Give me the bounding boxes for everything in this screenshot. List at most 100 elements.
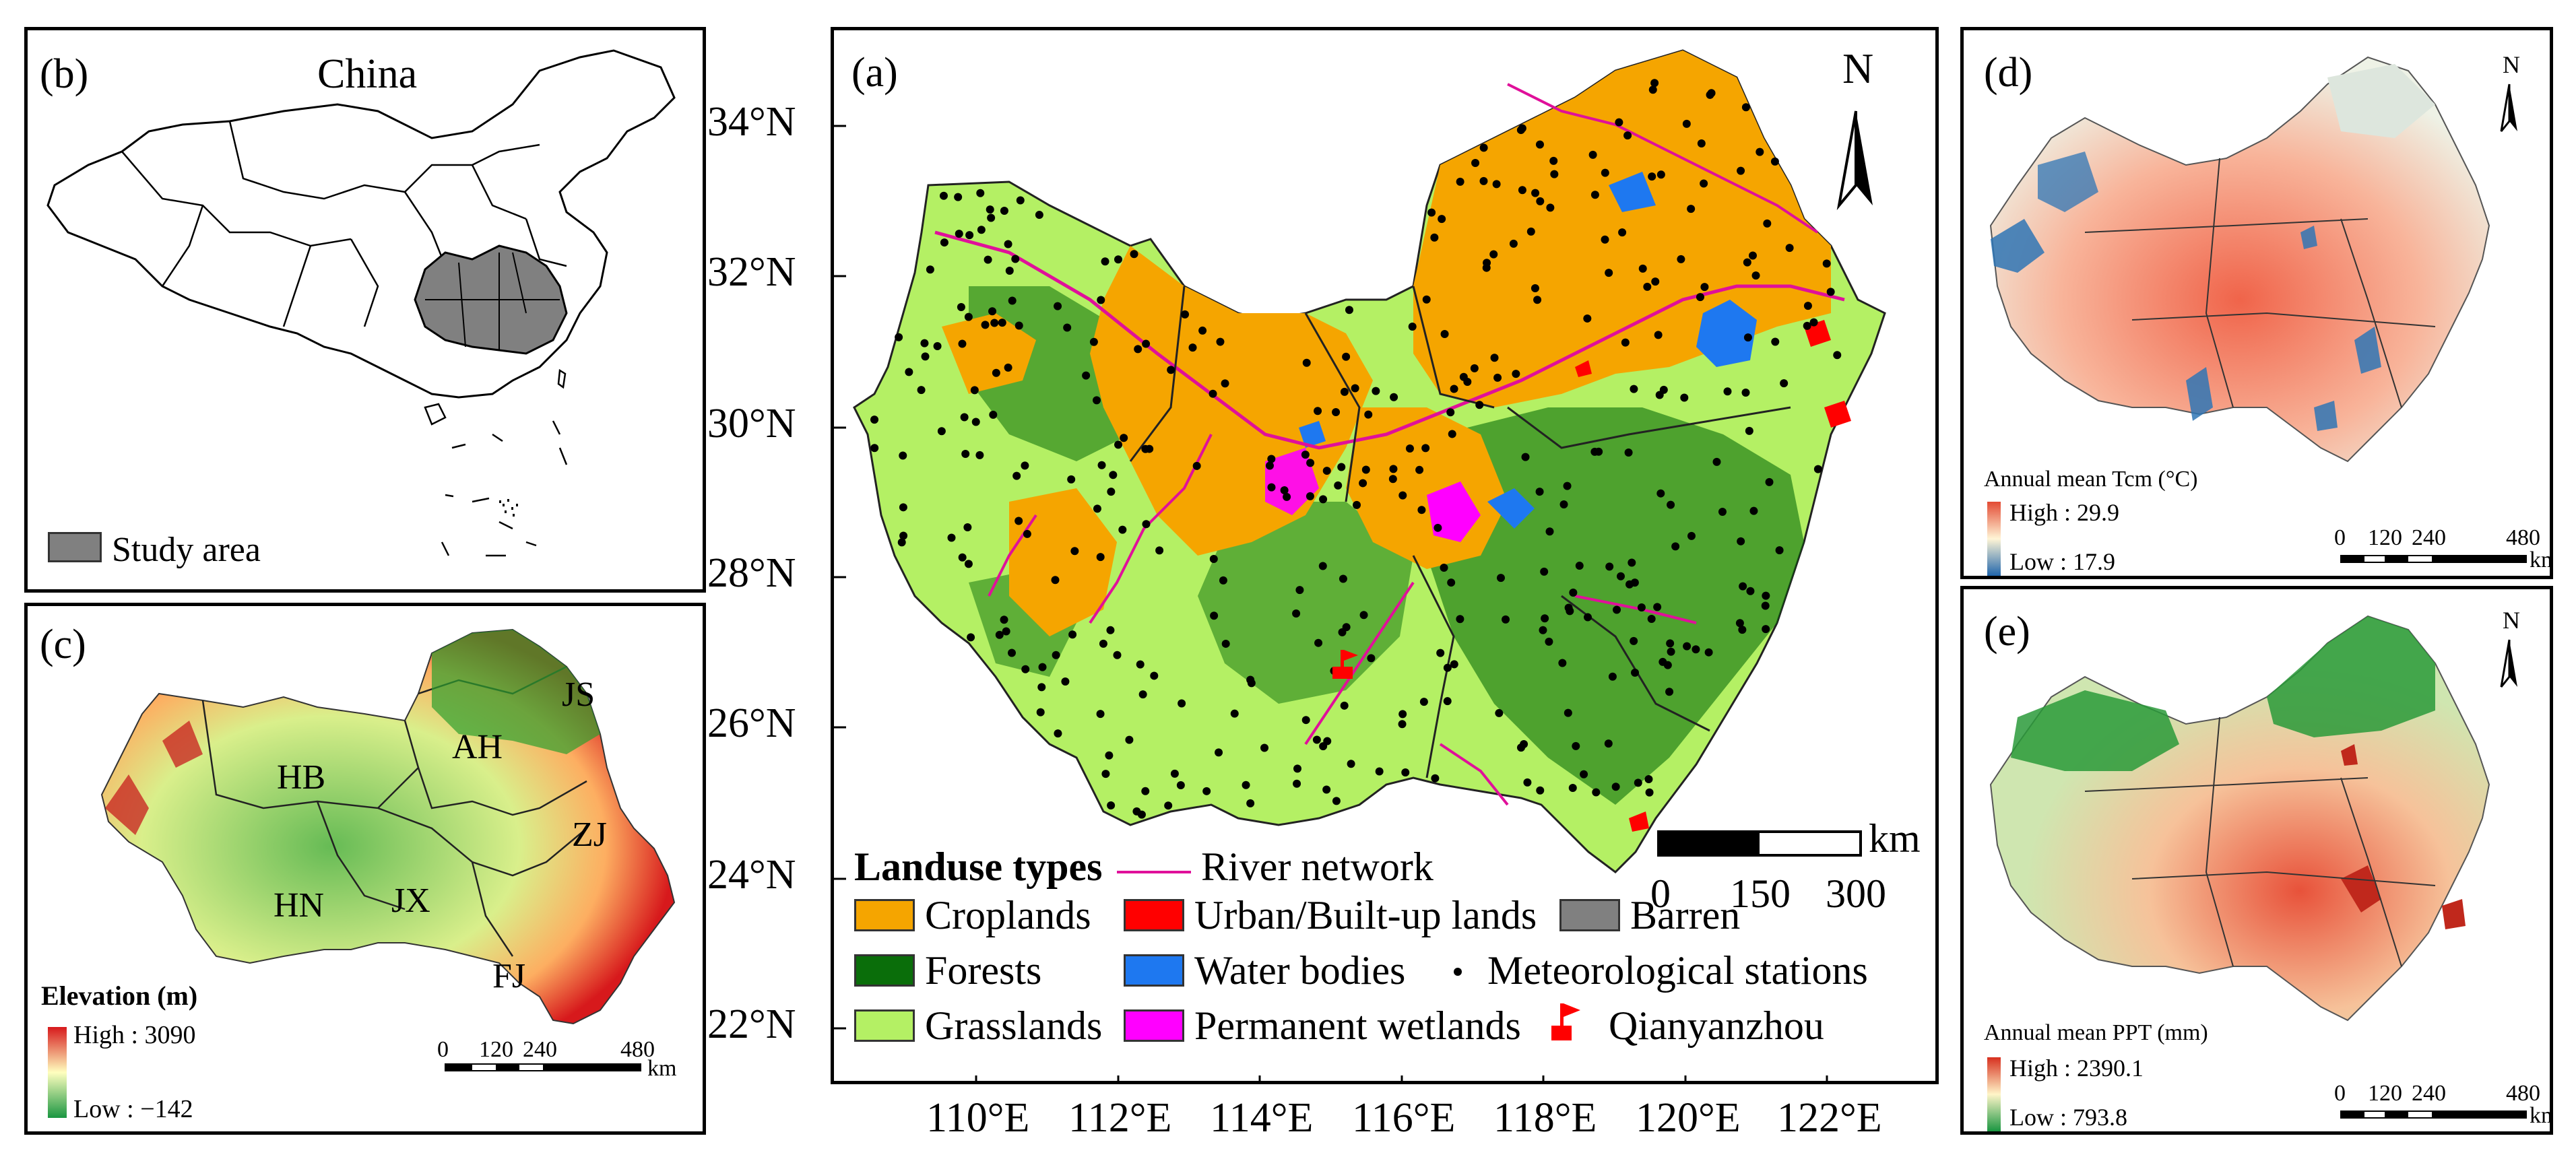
station-dot [1016, 196, 1025, 205]
station-dot [1219, 576, 1227, 585]
north-label-e: N [2503, 607, 2520, 634]
station-dot [1762, 625, 1770, 634]
station-dot [1340, 387, 1349, 396]
station-legend-dot [1454, 968, 1462, 976]
station-dot [1696, 293, 1704, 302]
station-dot [1138, 690, 1147, 699]
station-dot [1082, 371, 1091, 380]
station-dot [1535, 140, 1544, 149]
station-dot [1644, 774, 1653, 783]
station-dot [1813, 465, 1822, 473]
station-dot [1015, 517, 1023, 525]
station-dot [899, 531, 908, 540]
tcm-scale-240: 240 [2412, 525, 2446, 550]
station-dot [899, 503, 907, 512]
station-dot [1448, 430, 1456, 438]
station-dot [1564, 708, 1572, 717]
station-dot [905, 368, 913, 376]
station-dot [998, 319, 1006, 327]
panel-c-label: (c) [40, 622, 86, 667]
station-dot [1496, 574, 1505, 583]
station-dot [1332, 797, 1341, 805]
station-dot [975, 451, 984, 459]
station-dot [1054, 729, 1062, 738]
station-dot [1809, 318, 1818, 327]
lat-tick-34: 34°N [707, 99, 796, 145]
station-dot [1536, 197, 1545, 205]
station-dot [1549, 156, 1558, 165]
station-dot [1683, 642, 1692, 651]
station-dot [1780, 379, 1789, 388]
station-dot [1359, 611, 1368, 620]
station-dot [1421, 444, 1430, 453]
station-dot [1419, 698, 1428, 706]
station-dot [1398, 720, 1407, 729]
station-dot [1125, 735, 1134, 744]
station-dot [1107, 488, 1116, 496]
legend-swatch-wetlands [1124, 1009, 1184, 1042]
station-dot [1301, 716, 1310, 725]
station-dot [1613, 605, 1621, 614]
station-dot [1479, 143, 1488, 152]
station-dot [1431, 774, 1440, 783]
station-dot [988, 307, 997, 316]
station-dot [1398, 710, 1407, 719]
station-dot [1113, 651, 1122, 659]
station-dot [1167, 366, 1176, 374]
station-dot [1826, 288, 1835, 296]
station-dot [1221, 639, 1230, 648]
tcm-legend-title: Annual mean Tcm (°C) [1984, 467, 2198, 492]
station-dot [1563, 482, 1572, 490]
station-dot [1568, 783, 1577, 792]
station-dot [1188, 343, 1197, 352]
station-dot [1134, 345, 1142, 354]
station-dot [1545, 527, 1554, 536]
station-dot [1621, 338, 1630, 347]
station-dot [1068, 630, 1077, 639]
station-dot [1097, 461, 1106, 469]
station-dot [1440, 330, 1449, 339]
north-label-d: N [2503, 51, 2520, 78]
station-dot [1671, 542, 1680, 551]
tcm-scale-unit: km [2530, 548, 2550, 572]
station-dot [1176, 781, 1185, 789]
station-dot [1037, 683, 1046, 692]
station-dot [1342, 352, 1351, 361]
station-dot [1372, 387, 1380, 395]
station-dot [1559, 500, 1568, 508]
river-legend-line [1117, 871, 1191, 873]
station-dot [933, 342, 942, 351]
scale-tick-a-0: 0 [1650, 871, 1671, 916]
station-dot [1775, 546, 1784, 555]
station-dot [964, 560, 973, 568]
station-dot [1038, 663, 1047, 671]
lon-tick-120: 120°E [1636, 1095, 1741, 1141]
station-dot [1741, 389, 1750, 397]
legend-grasslands: Grasslands [925, 1003, 1103, 1048]
scale-tick-a-150: 150 [1730, 871, 1791, 916]
station-dot [1618, 228, 1627, 237]
station-dot [1447, 578, 1456, 587]
station-dot [1608, 672, 1617, 681]
station-dot [1531, 284, 1539, 292]
station-dot [1746, 587, 1755, 595]
station-dot [1322, 467, 1331, 475]
station-dot [1470, 364, 1479, 372]
station-dot [1743, 258, 1751, 267]
station-dot [1322, 785, 1331, 794]
station-dot [1170, 769, 1179, 778]
station-dot [1051, 576, 1060, 585]
scale-unit-a: km [1869, 816, 1921, 861]
station-dot [1334, 481, 1343, 490]
station-dot [1531, 189, 1540, 197]
legend-barren: Barren [1630, 893, 1741, 937]
station-dot [1136, 660, 1145, 669]
station-dot [1580, 770, 1588, 778]
station-dot [1493, 373, 1502, 382]
station-dot [1093, 504, 1101, 513]
station-dot [1314, 638, 1323, 647]
station-dot [1192, 461, 1201, 470]
station-dot [1630, 636, 1638, 645]
station-dot [1417, 506, 1426, 515]
station-dot [1367, 654, 1376, 663]
